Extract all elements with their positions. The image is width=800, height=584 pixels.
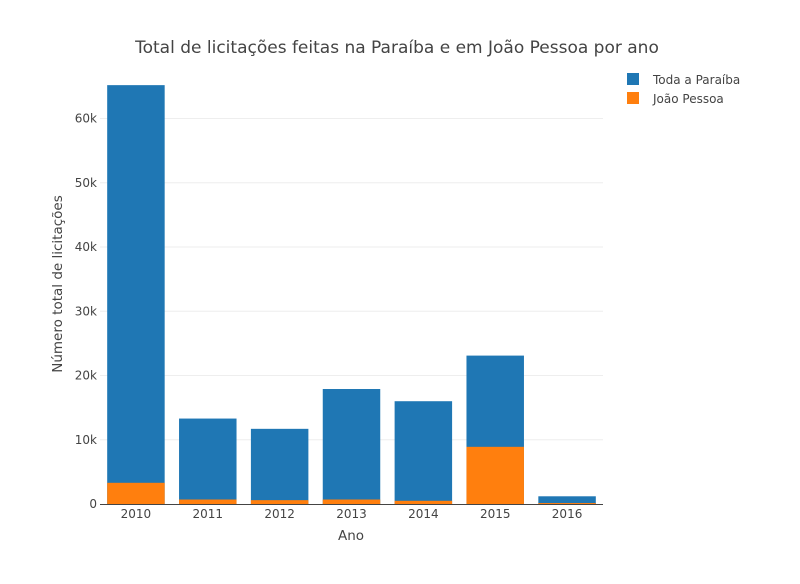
x-tick-label: 2010 bbox=[121, 507, 152, 521]
bar-paraiba-2011[interactable] bbox=[179, 418, 237, 504]
bar-joao-pessoa-2010[interactable] bbox=[107, 482, 165, 504]
bars bbox=[107, 85, 596, 504]
x-axis-title: Ano bbox=[338, 528, 364, 544]
y-tick-label: 60k bbox=[75, 112, 97, 126]
x-tick-label: 2015 bbox=[480, 507, 511, 521]
bar-joao-pessoa-2011[interactable] bbox=[179, 499, 237, 504]
legend-item[interactable]: Toda a Paraíba bbox=[627, 73, 740, 87]
y-tick-label: 30k bbox=[75, 304, 97, 318]
legend-swatch bbox=[627, 92, 639, 104]
bar-paraiba-2010[interactable] bbox=[107, 85, 165, 504]
bar-paraiba-2012[interactable] bbox=[250, 428, 309, 504]
y-tick-label: 50k bbox=[75, 176, 97, 190]
x-tick-labels: 2010 2011 2012 2013 2014 2015 2016 bbox=[121, 507, 583, 521]
bar-joao-pessoa-2014[interactable] bbox=[394, 500, 453, 504]
bar-paraiba-2013[interactable] bbox=[322, 389, 381, 504]
x-tick-label: 2016 bbox=[552, 507, 583, 521]
x-tick-label: 2013 bbox=[336, 507, 367, 521]
y-tick-label: 10k bbox=[75, 433, 97, 447]
legend-label: Toda a Paraíba bbox=[652, 73, 740, 87]
bar-joao-pessoa-2013[interactable] bbox=[322, 499, 381, 504]
bar-paraiba-2016[interactable] bbox=[538, 496, 596, 504]
legend-item[interactable]: João Pessoa bbox=[627, 92, 724, 106]
y-tick-labels: 0 10k 20k 30k 40k 50k 60k bbox=[75, 112, 97, 511]
x-tick-label: 2012 bbox=[264, 507, 295, 521]
chart-title: Total de licitações feitas na Paraíba e … bbox=[134, 38, 659, 58]
bar-joao-pessoa-2012[interactable] bbox=[250, 500, 309, 504]
x-tick-label: 2011 bbox=[193, 507, 224, 521]
y-tick-label: 40k bbox=[75, 240, 97, 254]
y-tick-label: 20k bbox=[75, 369, 97, 383]
y-axis-title: Número total de licitações bbox=[50, 195, 66, 373]
bar-joao-pessoa-2015[interactable] bbox=[466, 446, 524, 504]
bar-paraiba-2014[interactable] bbox=[394, 401, 453, 504]
legend[interactable]: Toda a Paraíba João Pessoa bbox=[627, 73, 740, 106]
y-tick-label: 0 bbox=[89, 497, 97, 511]
x-tick-label: 2014 bbox=[408, 507, 439, 521]
legend-label: João Pessoa bbox=[652, 92, 724, 106]
bar-joao-pessoa-2016[interactable] bbox=[538, 503, 596, 504]
legend-swatch bbox=[627, 73, 639, 85]
